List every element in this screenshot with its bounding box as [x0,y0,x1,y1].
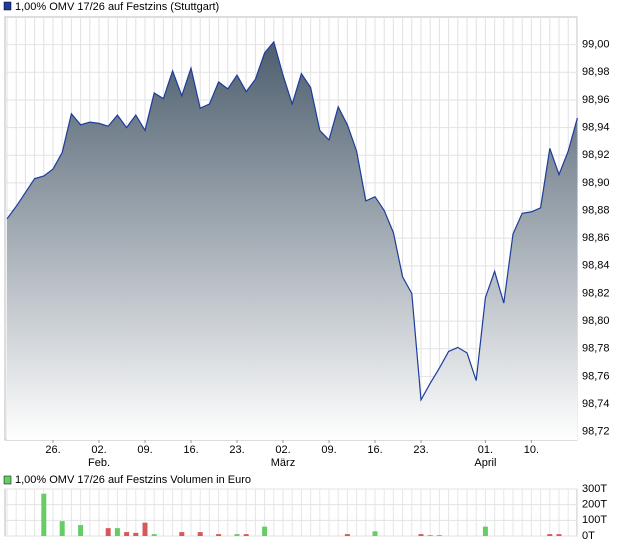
x-tick-label: 02. [275,444,290,456]
y-tick-label: 98,98 [582,66,610,78]
volume-bar [436,535,442,536]
volume-bar [142,522,148,536]
legend-swatch [3,1,12,11]
month-label: März [271,457,295,469]
volume-bar [179,532,185,536]
line [6,40,578,402]
volume-bar [41,493,47,536]
y-tick-label: 98,78 [582,343,610,355]
volume-bar [124,532,130,536]
y-tick-label: 300T [582,483,607,495]
y-tick-label: 98,90 [582,177,610,189]
y-tick-label: 98,82 [582,287,610,299]
volume-bar [234,534,240,536]
volume-bar [262,526,268,536]
volume-bar [78,525,84,536]
volume-bar [151,534,157,536]
volume-bar [418,534,424,536]
x-tick-label: 09. [321,444,336,456]
volume-bar [482,526,488,536]
legend-swatch [3,475,12,485]
y-tick-label: 99,00 [582,39,610,51]
y-tick-label: 98,92 [582,149,610,161]
x-tick-label: 23. [229,444,244,456]
y-tick-label: 98,84 [582,260,610,272]
x-tick-label: 16. [183,444,198,456]
x-tick-label: 10. [524,444,539,456]
y-tick-label: 98,76 [582,370,610,382]
volume-bar [216,534,222,536]
y-tick-label: 200T [582,499,607,511]
x-tick-label: 23. [413,444,428,456]
volume-bar [556,534,562,536]
y-tick-label: 98,72 [582,426,610,438]
volume-bar [133,532,139,536]
plot-frame [4,488,578,537]
volume-bar [243,534,249,536]
volume-bar [105,528,111,536]
volume-bar [372,531,378,536]
y-tick-label: 98,86 [582,232,610,244]
x-tick-label: 09. [137,444,152,456]
y-tick-label: 98,80 [582,315,610,327]
chart-title: 1,00% OMV 17/26 auf Festzins Volumen in … [15,474,251,486]
y-tick-label: 100T [582,514,607,526]
x-tick-label: 01. [478,444,493,456]
area [7,41,578,441]
x-tick-label: 26. [45,444,60,456]
y-tick-label: 98,74 [582,398,610,410]
volume-bar [59,521,65,536]
month-label: April [474,457,496,469]
volume-bar [197,532,203,536]
y-tick-label: 98,94 [582,121,610,133]
chart-title: 1,00% OMV 17/26 auf Festzins (Stuttgart) [15,1,219,13]
y-tick-label: 98,96 [582,94,610,106]
volume-bar [344,534,350,536]
volume-bar [427,535,433,536]
y-tick-label: 98,88 [582,204,610,216]
volume-bar [114,528,120,536]
x-tick-label: 02. [91,444,106,456]
month-label: Feb. [88,457,110,469]
volume-bar [547,534,553,536]
y-tick-label: 0T [582,530,595,542]
x-tick-label: 16. [367,444,382,456]
